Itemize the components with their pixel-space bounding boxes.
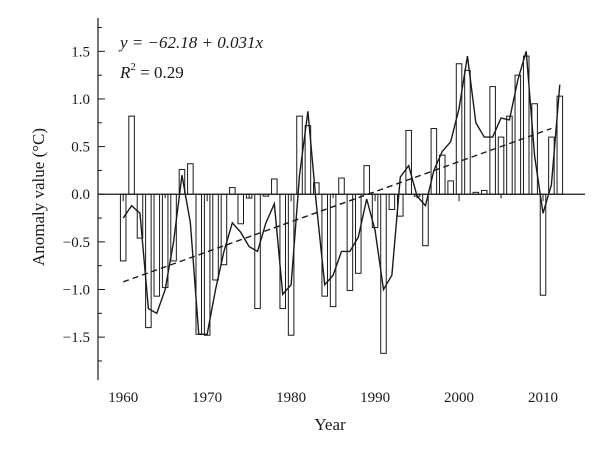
equation-text: y = −62.18 + 0.031x — [118, 33, 263, 52]
bars-group — [119, 55, 564, 354]
anomaly-bar — [438, 154, 446, 195]
anomaly-bar — [455, 63, 463, 195]
x-tick-label: 1980 — [276, 390, 306, 406]
x-tick-label: 1990 — [360, 390, 390, 406]
anomaly-bar — [187, 163, 194, 195]
anomaly-bar — [119, 193, 127, 262]
y-tick-label: 1.5 — [71, 44, 90, 60]
y-axis-title: Anomaly value (°C) — [29, 128, 48, 266]
x-tick-label: 1960 — [108, 390, 138, 406]
x-tick-label: 2000 — [444, 390, 474, 406]
running-line — [122, 51, 561, 335]
r2-text: R2 = 0.29 — [119, 61, 184, 82]
anomaly-bar — [212, 193, 219, 281]
y-tick-label: 1.0 — [71, 92, 90, 108]
anomaly-bar — [237, 193, 245, 225]
anomaly-bar — [489, 86, 496, 195]
y-tick-label: −1.0 — [63, 283, 90, 299]
anomaly-bar — [422, 193, 429, 247]
anomaly-bar — [430, 128, 438, 195]
y-tick-label: −1.5 — [63, 330, 90, 346]
anomaly-bar — [128, 115, 135, 195]
anomaly-bar — [388, 193, 396, 210]
anomaly-bar — [506, 115, 513, 195]
anomaly-bar — [346, 193, 354, 291]
y-tick-label: 0.5 — [71, 140, 90, 156]
anomaly-bar — [153, 193, 161, 297]
x-tick-label: 1970 — [192, 390, 222, 406]
r2-symbol: R — [119, 63, 131, 82]
y-tick-label: −0.5 — [63, 235, 90, 251]
anomaly-bar — [447, 180, 454, 195]
y-tick-label: 0.0 — [71, 187, 90, 203]
axes-group: −1.5 −1.0 −0.5 0.0 0.5 1.0 1.5 1960 1970 1980 1990… — [63, 18, 585, 406]
anomaly-bar — [405, 129, 412, 195]
anomaly-bar — [229, 187, 236, 195]
anomaly-bar — [363, 165, 370, 195]
r2-exponent: 2 — [130, 61, 136, 73]
anomaly-bar — [464, 69, 471, 195]
anomaly-bar — [514, 74, 522, 195]
anomaly-bar — [338, 177, 345, 195]
anomaly-bar — [329, 193, 337, 308]
x-axis-title: Year — [314, 415, 346, 434]
trend-line — [122, 127, 552, 283]
anomaly-bar — [355, 193, 362, 274]
anomaly-bar — [203, 193, 211, 336]
r2-value: = 0.29 — [136, 63, 184, 82]
anomaly-bar — [271, 178, 278, 195]
x-tick-label: 2010 — [528, 390, 558, 406]
anomaly-bar — [161, 193, 169, 289]
